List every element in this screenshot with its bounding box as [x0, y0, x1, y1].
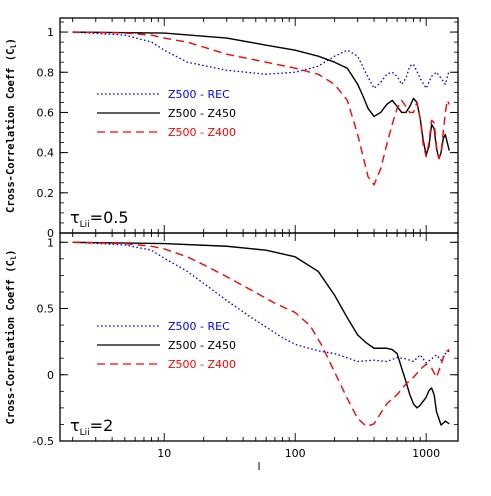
legend-label-1: Z500 - REC	[168, 88, 230, 101]
chart-panel-1: 0 0.2 0.4 0.6 0.8 1 Z500 - REC Z500 - Z450 Z500 …	[5, 17, 459, 240]
x-tick-label: 100	[285, 447, 306, 460]
tau-annotation: τLii=2	[70, 416, 113, 438]
legend-label-2: Z500 - Z450	[168, 339, 236, 352]
y-tick-label: 0.2	[37, 187, 55, 200]
y-axis-label: Cross-Correlation Coeff (Cl)	[5, 38, 18, 213]
series-line-1	[72, 31, 450, 89]
plot-frame	[59, 17, 459, 234]
legend-label-1: Z500 - REC	[168, 320, 230, 333]
series-line-2	[72, 241, 450, 426]
y-tick-label: 0.4	[37, 147, 55, 160]
y-tick-label: 0.5	[37, 303, 55, 316]
y-tick-label: 1	[47, 26, 54, 39]
y-tick-label: 0.6	[37, 106, 55, 119]
y-tick-label: 0	[47, 227, 54, 240]
legend-label-3: Z500 - Z400	[168, 126, 236, 139]
series-line-1	[72, 241, 450, 364]
tau-annotation: τLii=0.5	[70, 208, 129, 230]
legend-label-2: Z500 - Z450	[168, 107, 236, 120]
series-line-3	[72, 241, 450, 428]
legend-label-3: Z500 - Z400	[168, 358, 236, 371]
x-axis-label: l	[257, 460, 260, 473]
y-tick-label: 0.8	[37, 66, 55, 79]
y-tick-label: -0.5	[33, 435, 54, 448]
series-line-3	[72, 31, 450, 186]
y-axis-label: Cross-Correlation Coeff (Cl)	[5, 250, 18, 425]
x-tick-label: 10	[157, 447, 171, 460]
y-tick-label: 0	[47, 369, 54, 382]
chart-panel-2: -0.5 0 0.5 1 Z500 - REC Z500 - Z450 Z500 - Z40…	[5, 232, 459, 473]
y-tick-label: 1	[47, 236, 54, 249]
plot-frame	[59, 232, 459, 442]
x-tick-label: 1000	[412, 447, 440, 460]
series-line-2	[72, 31, 450, 160]
